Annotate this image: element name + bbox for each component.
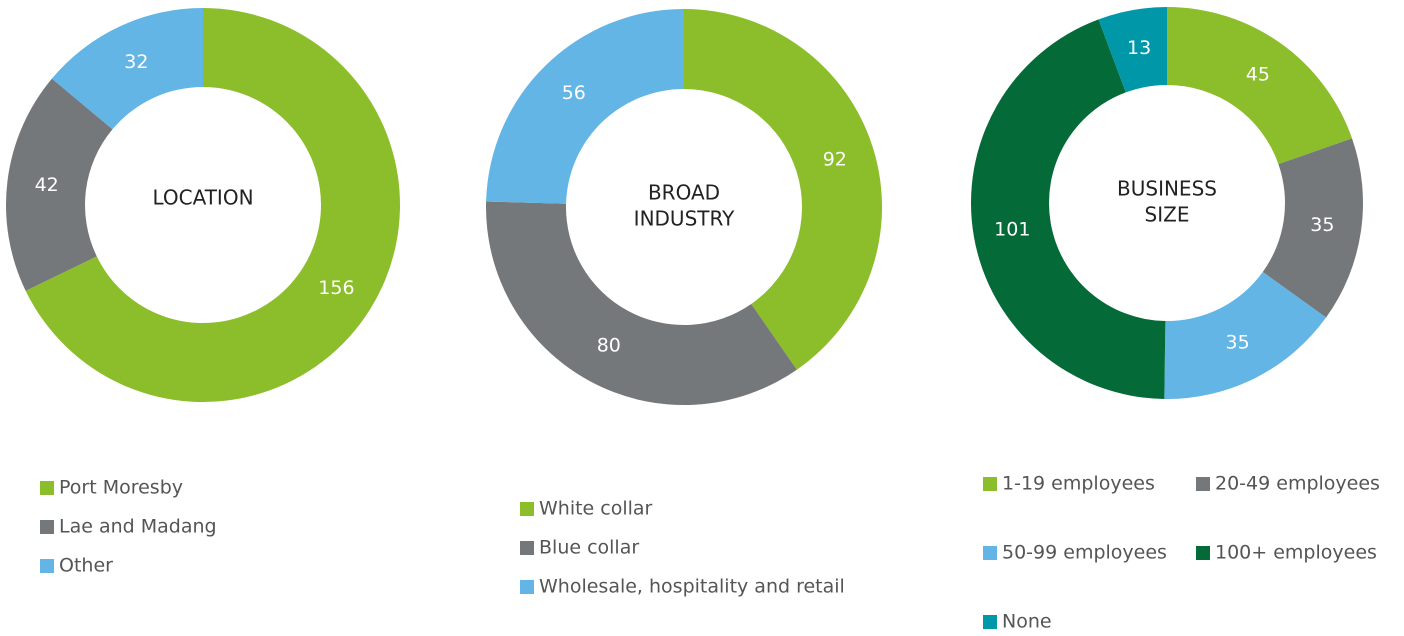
legend-label: 20-49 employees — [1215, 473, 1380, 495]
slice — [486, 201, 797, 405]
value-label: 156 — [318, 277, 354, 299]
center-title: LOCATION — [152, 186, 253, 210]
legend-label: Other — [59, 555, 113, 577]
slice — [1164, 271, 1327, 399]
legend-swatch — [1196, 477, 1210, 491]
legend-label: White collar — [539, 498, 653, 520]
legend-swatch — [520, 502, 534, 516]
value-label: 35 — [1226, 332, 1250, 354]
value-label: 101 — [994, 218, 1030, 240]
legend-swatch — [983, 546, 997, 560]
slice — [971, 19, 1166, 399]
value-label: 13 — [1127, 37, 1151, 59]
value-label: 42 — [35, 174, 59, 196]
center-title: SIZE — [1145, 203, 1190, 227]
legend-swatch — [40, 481, 54, 495]
legend-label: Port Moresby — [59, 477, 183, 499]
center-title: BROAD — [648, 181, 720, 205]
slice — [486, 9, 684, 204]
legend-label: Lae and Madang — [59, 516, 217, 538]
legend-label: 50-99 employees — [1002, 542, 1167, 564]
legend-swatch — [983, 615, 997, 629]
slice — [6, 78, 113, 291]
slice — [1098, 7, 1167, 93]
slice — [1262, 138, 1363, 318]
legend-swatch — [520, 580, 534, 594]
value-label: 35 — [1310, 214, 1334, 236]
value-label: 56 — [562, 82, 586, 104]
legend-label: Blue collar — [539, 537, 639, 559]
value-label: 92 — [823, 148, 847, 170]
legend-swatch — [1196, 546, 1210, 560]
value-label: 32 — [124, 51, 148, 73]
legend-swatch — [983, 477, 997, 491]
center-title: BUSINESS — [1117, 177, 1217, 201]
legend-label: None — [1002, 611, 1052, 633]
slice — [25, 8, 400, 402]
legend-label: Wholesale, hospitality and retail — [539, 576, 845, 598]
legend-label: 1-19 employees — [1002, 473, 1155, 495]
slice — [684, 9, 882, 370]
slice — [51, 8, 204, 130]
legend-swatch — [40, 559, 54, 573]
value-label: 80 — [597, 334, 621, 356]
legend-swatch — [520, 541, 534, 555]
center-title: INDUSTRY — [634, 207, 735, 231]
legend-label: 100+ employees — [1215, 542, 1377, 564]
value-label: 45 — [1246, 63, 1270, 85]
slice — [1167, 7, 1353, 165]
legend-swatch — [40, 520, 54, 534]
